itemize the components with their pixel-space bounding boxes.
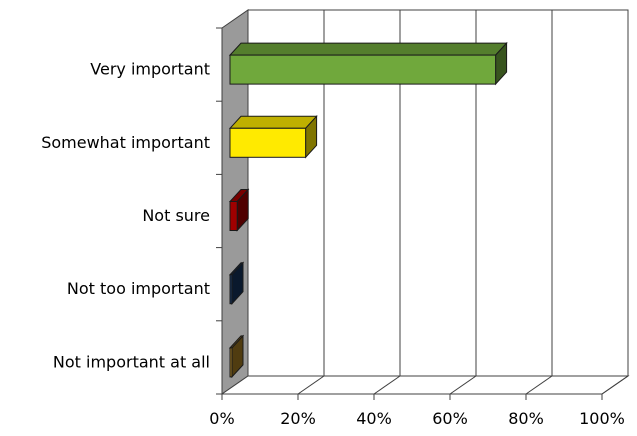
x-tick-label: 20% bbox=[280, 409, 316, 428]
x-tick-label: 0% bbox=[209, 409, 234, 428]
bar-top-face bbox=[228, 115, 318, 129]
category-label: Somewhat important bbox=[41, 133, 210, 152]
category-label: Not sure bbox=[142, 206, 210, 225]
bar-front-face bbox=[229, 274, 233, 305]
category-label: Not too important bbox=[67, 279, 210, 298]
bar-front-face bbox=[229, 54, 497, 85]
bar bbox=[228, 334, 245, 379]
x-tick-label: 40% bbox=[356, 409, 392, 428]
bar bbox=[228, 115, 318, 159]
category-label: Very important bbox=[90, 60, 210, 79]
bar bbox=[228, 188, 250, 232]
bar-front-face bbox=[229, 201, 238, 231]
x-tick-label: 100% bbox=[579, 409, 625, 428]
x-floor-gridline bbox=[525, 375, 553, 395]
x-tick-label: 80% bbox=[508, 409, 544, 428]
plot-floor bbox=[220, 375, 630, 395]
category-label: Not important at all bbox=[53, 352, 210, 371]
x-floor-gridline bbox=[373, 375, 401, 395]
x-floor-gridline bbox=[449, 375, 477, 395]
bar bbox=[228, 41, 508, 86]
bar-front-face bbox=[229, 127, 307, 158]
x-tick-label: 60% bbox=[432, 409, 468, 428]
bar-front-face bbox=[229, 347, 233, 378]
x-floor-gridline bbox=[297, 375, 325, 395]
bar-top-face bbox=[228, 42, 508, 56]
x-floor-gridline bbox=[601, 375, 629, 395]
bar bbox=[228, 261, 245, 305]
